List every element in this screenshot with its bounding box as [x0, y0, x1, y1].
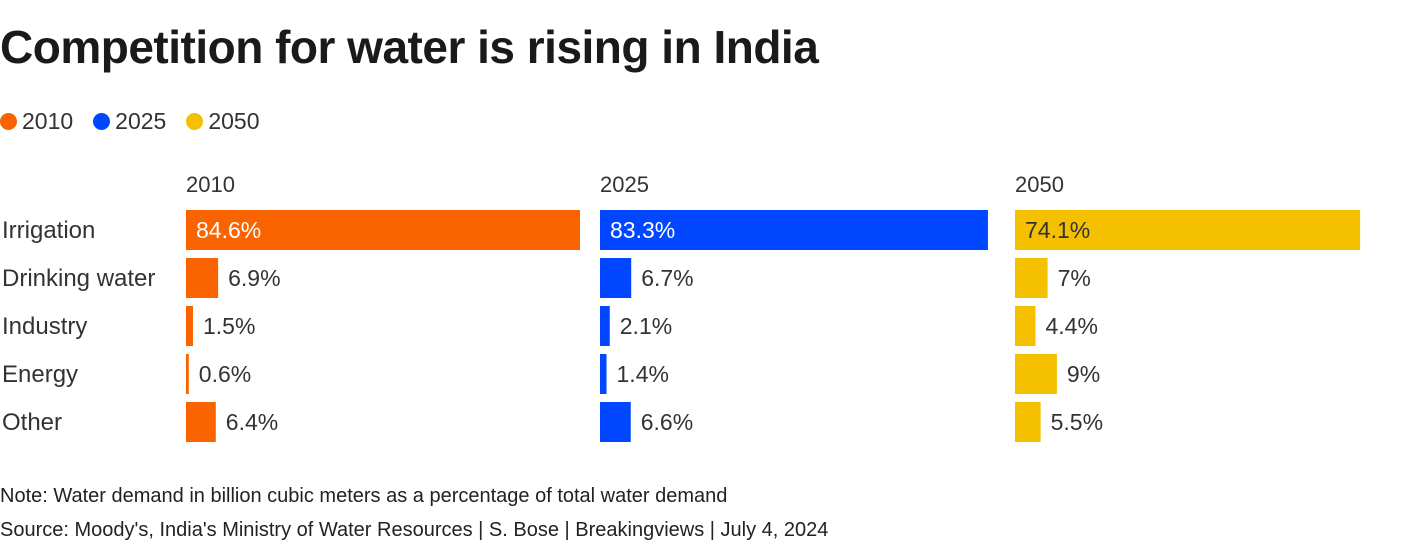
panel-header-2025: 2025 [600, 172, 649, 197]
panel-header-2050: 2050 [1015, 172, 1064, 197]
data-label: 9% [1067, 361, 1100, 387]
data-label: 6.9% [228, 265, 280, 291]
bar-2050-drinking-water [1015, 258, 1048, 298]
data-label: 84.6% [196, 217, 261, 243]
legend-label-2050: 2050 [208, 108, 260, 134]
panel-header-2010: 2010 [186, 172, 235, 197]
bar-chart: Irrigation Drinking water Industry Energy Ot… [2, 172, 1361, 442]
bar-2025-industry [600, 306, 610, 346]
legend-item-2010: 2010 [0, 108, 73, 135]
category-label: Energy [2, 361, 78, 388]
data-label: 7% [1058, 265, 1091, 291]
data-label: 6.6% [641, 409, 693, 435]
data-label: 74.1% [1025, 217, 1090, 243]
data-label: 4.4% [1045, 313, 1097, 339]
data-label: 83.3% [610, 217, 675, 243]
bar-2010-irrigation [186, 210, 580, 250]
category-label: Irrigation [2, 217, 95, 244]
legend-label-2025: 2025 [115, 108, 167, 134]
legend-swatch-2010 [0, 113, 17, 130]
data-label: 0.6% [199, 361, 251, 387]
data-label: 6.4% [226, 409, 278, 435]
chart-note: Note: Water demand in billion cubic mete… [0, 485, 728, 507]
bar-2050-energy [1015, 354, 1057, 394]
bar-2025-other [600, 402, 631, 442]
data-label: 1.4% [617, 361, 669, 387]
chart-source: Source: Moody's, India's Ministry of Wat… [0, 519, 829, 541]
bar-2010-industry [186, 306, 193, 346]
bar-2025-drinking-water [600, 258, 632, 298]
bar-2010-other [186, 402, 216, 442]
legend-label-2010: 2010 [22, 108, 74, 134]
bar-2050-other [1015, 402, 1041, 442]
legend-swatch-2050 [186, 113, 204, 130]
data-label: 1.5% [203, 313, 255, 339]
legend-swatch-2025 [93, 113, 111, 130]
data-label: 2.1% [620, 313, 672, 339]
legend-item-2050: 2050 [186, 108, 260, 135]
legend: 2010 2025 2050 [0, 108, 260, 135]
data-label: 5.5% [1051, 409, 1103, 435]
bar-2050-industry [1015, 306, 1036, 346]
bar-2025-energy [600, 354, 607, 394]
legend-item-2025: 2025 [93, 108, 166, 135]
category-label: Other [2, 409, 62, 436]
bar-2050-irrigation [1015, 210, 1361, 250]
bar-2025-irrigation [600, 210, 988, 250]
category-label: Industry [2, 313, 87, 340]
bar-2010-drinking-water [186, 258, 219, 298]
chart-title: Competition for water is rising in India [0, 21, 819, 73]
category-label: Drinking water [2, 265, 155, 292]
bar-2010-energy [186, 354, 189, 394]
data-label: 6.7% [641, 265, 693, 291]
